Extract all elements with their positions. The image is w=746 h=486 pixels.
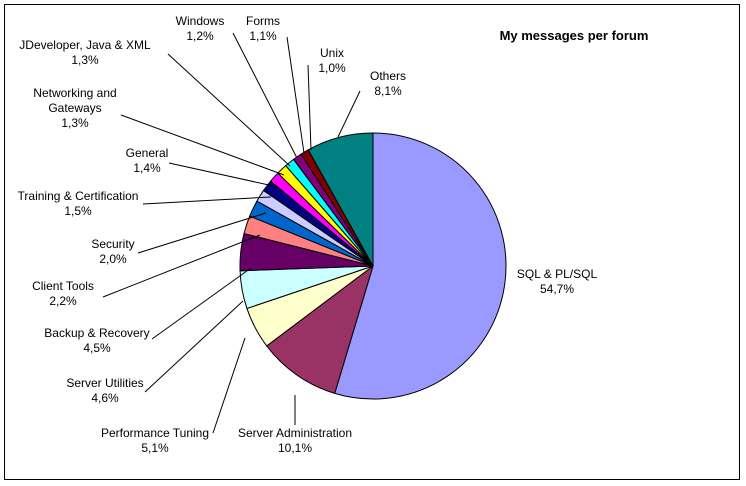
leader-line-13 [286, 36, 305, 154]
leader-line-6 [102, 234, 261, 298]
chart-frame: My messages per forum SQL & PL/SQL 54,7% S… [4, 4, 740, 480]
slice-label-2: Server Administration 10,1% [238, 426, 352, 455]
slice-label-9: General 1,4% [126, 146, 169, 175]
slice-label-13: Forms 1,1% [246, 14, 280, 43]
pie-slice-15 [307, 132, 374, 268]
slice-label-10: Networking and Gateways 1,3% [33, 86, 116, 130]
slice-label-8: Training & Certification 1,5% [18, 189, 139, 218]
slice-label-1: SQL & PL/SQL 54,7% [517, 267, 598, 296]
leader-line-15 [337, 90, 361, 138]
leader-line-3 [212, 337, 246, 434]
slice-label-12: Windows 1,2% [176, 14, 225, 43]
pie-slice-2 [266, 264, 374, 394]
pie-chart: My messages per forum SQL & PL/SQL 54,7%S… [18, 14, 649, 455]
pie-slice-1 [334, 132, 507, 400]
leader-line-5 [151, 267, 252, 340]
leader-line-9 [168, 162, 279, 188]
leader-line-12 [232, 32, 298, 159]
leader-line-4 [144, 300, 244, 393]
pie-slices [239, 132, 507, 400]
leader-line-10 [120, 114, 285, 176]
slice-label-11: JDeveloper, Java & XML 1,3% [19, 38, 151, 67]
slice-label-7: Security 2,0% [91, 237, 134, 266]
leader-line-11 [167, 53, 291, 167]
slice-labels: SQL & PL/SQL 54,7% Server Administration 10… [18, 14, 598, 455]
leader-line-14 [307, 64, 312, 151]
leader-line-8 [142, 196, 272, 205]
slice-label-3: Performance Tuning 5,1% [101, 426, 209, 455]
slice-label-6: Client Tools 2,2% [32, 279, 94, 308]
slice-label-15: Others 8,1% [370, 69, 406, 98]
leader-lines [102, 32, 361, 434]
slice-label-4: Server Utilities 4,6% [66, 376, 143, 405]
slice-label-5: Backup & Recovery 4,5% [44, 326, 149, 355]
chart-title: My messages per forum [500, 28, 649, 43]
leader-line-7 [137, 212, 267, 254]
slice-label-14: Unix 1,0% [318, 46, 346, 75]
